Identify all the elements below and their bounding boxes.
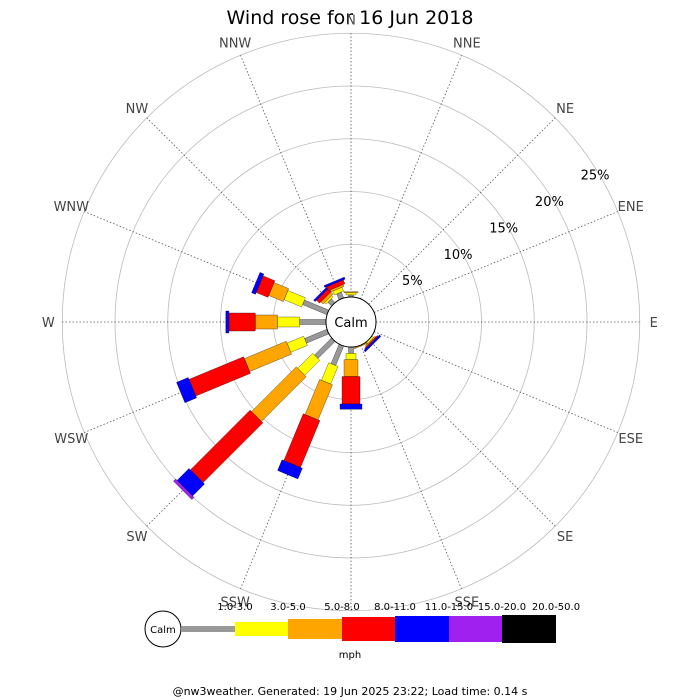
petal-w-bin-5 xyxy=(225,310,230,334)
petal-s-bin-5 xyxy=(339,403,363,410)
ring-label-20: 20% xyxy=(535,195,564,210)
ring-label-15: 15% xyxy=(489,221,518,236)
direction-label-n: N xyxy=(346,13,356,28)
legend-label-1: 1.0-3.0 xyxy=(217,602,252,613)
petal-n-bin-3 xyxy=(343,291,359,293)
legend-swatch-7 xyxy=(502,615,556,643)
direction-label-se: SE xyxy=(557,530,573,545)
legend-swatch-6 xyxy=(449,616,502,642)
petal-ssw-bin-2 xyxy=(321,362,339,385)
petal-sw-bin-1 xyxy=(314,337,336,359)
legend-swatch-4 xyxy=(342,617,395,641)
direction-label-ese: ESE xyxy=(618,432,643,447)
polar-grid: NNNENEENEEESESESSESSSWSWWSWWWNWNWNNW5%10… xyxy=(42,13,658,634)
petal-s-bin-3 xyxy=(343,359,359,377)
legend-swatch-1 xyxy=(181,626,235,632)
chart-title: Wind rose for 16 Jun 2018 xyxy=(227,7,474,29)
direction-label-wnw: WNW xyxy=(54,200,90,215)
petal-ssw-bin-4 xyxy=(283,413,321,468)
petal-ssw-bin-3 xyxy=(304,379,333,421)
wind-petals xyxy=(173,272,382,500)
ring-label-5: 5% xyxy=(402,274,423,289)
direction-label-nw: NW xyxy=(126,102,149,117)
petal-wsw-bin-4 xyxy=(188,356,251,397)
petal-sw-bin-4 xyxy=(190,409,264,483)
petal-w-bin-3 xyxy=(255,314,278,330)
petal-sw-bin-6 xyxy=(173,478,195,500)
legend-calm-label: Calm xyxy=(150,625,176,636)
petal-wsw-bin-5 xyxy=(176,377,197,403)
petal-n-bin-2 xyxy=(345,292,357,296)
direction-label-ene: ENE xyxy=(618,200,644,215)
legend-label-6: 15.0-20.0 xyxy=(478,602,526,613)
direction-label-ne: NE xyxy=(556,102,574,117)
petal-wsw-bin-1 xyxy=(304,329,330,344)
petal-s-bin-4 xyxy=(341,376,361,405)
legend-unit: mph xyxy=(339,650,361,661)
direction-label-nne: NNE xyxy=(453,36,481,51)
legend-label-2: 3.0-5.0 xyxy=(270,602,305,613)
direction-label-nnw: NNW xyxy=(219,36,251,51)
legend-swatch-5 xyxy=(395,616,449,642)
petal-ssw-bin-5 xyxy=(277,459,303,480)
calm-label: Calm xyxy=(334,316,367,331)
petal-w-bin-2 xyxy=(277,316,300,328)
direction-label-e: E xyxy=(650,316,658,331)
petal-w-bin-1 xyxy=(299,319,327,325)
calm-center: Calm xyxy=(325,296,377,348)
direction-label-w: W xyxy=(42,316,55,331)
petal-wnw-bin-2 xyxy=(283,290,306,308)
ring-label-25: 25% xyxy=(581,169,610,184)
petal-se-bin-5 xyxy=(363,334,382,353)
petal-nnw-bin-5 xyxy=(323,276,346,288)
calm-circle xyxy=(325,296,377,348)
footer-text: @nw3weather. Generated: 19 Jun 2025 23:2… xyxy=(173,685,528,698)
petal-wsw-bin-2 xyxy=(286,336,308,353)
legend-label-3: 5.0-8.0 xyxy=(324,602,359,613)
petal-s-bin-1 xyxy=(348,346,354,354)
legend-label-5: 11.0-15.0 xyxy=(425,602,473,613)
legend-label-4: 8.0-11.0 xyxy=(374,602,416,613)
legend-swatch-2 xyxy=(235,622,288,636)
direction-label-ssw: SSW xyxy=(220,596,250,611)
petal-s-bin-2 xyxy=(345,353,357,360)
direction-label-sw: SW xyxy=(126,530,147,545)
legend-swatch-3 xyxy=(288,619,342,639)
direction-label-sse: SSE xyxy=(454,596,479,611)
petal-sw-bin-3 xyxy=(251,366,307,422)
petal-ssw-bin-1 xyxy=(330,343,344,366)
petal-w-bin-4 xyxy=(228,312,256,332)
ring-label-10: 10% xyxy=(444,248,473,263)
speed-legend: Calm mph 1.0-3.0 3.0-5.0 5.0-8.0 8.0-11.0 11… xyxy=(144,602,580,661)
legend-label-7: 20.0-50.0 xyxy=(532,602,580,613)
direction-label-wsw: WSW xyxy=(54,432,88,447)
petal-wnw-bin-5 xyxy=(251,272,265,295)
petal-wsw-bin-3 xyxy=(244,341,292,372)
